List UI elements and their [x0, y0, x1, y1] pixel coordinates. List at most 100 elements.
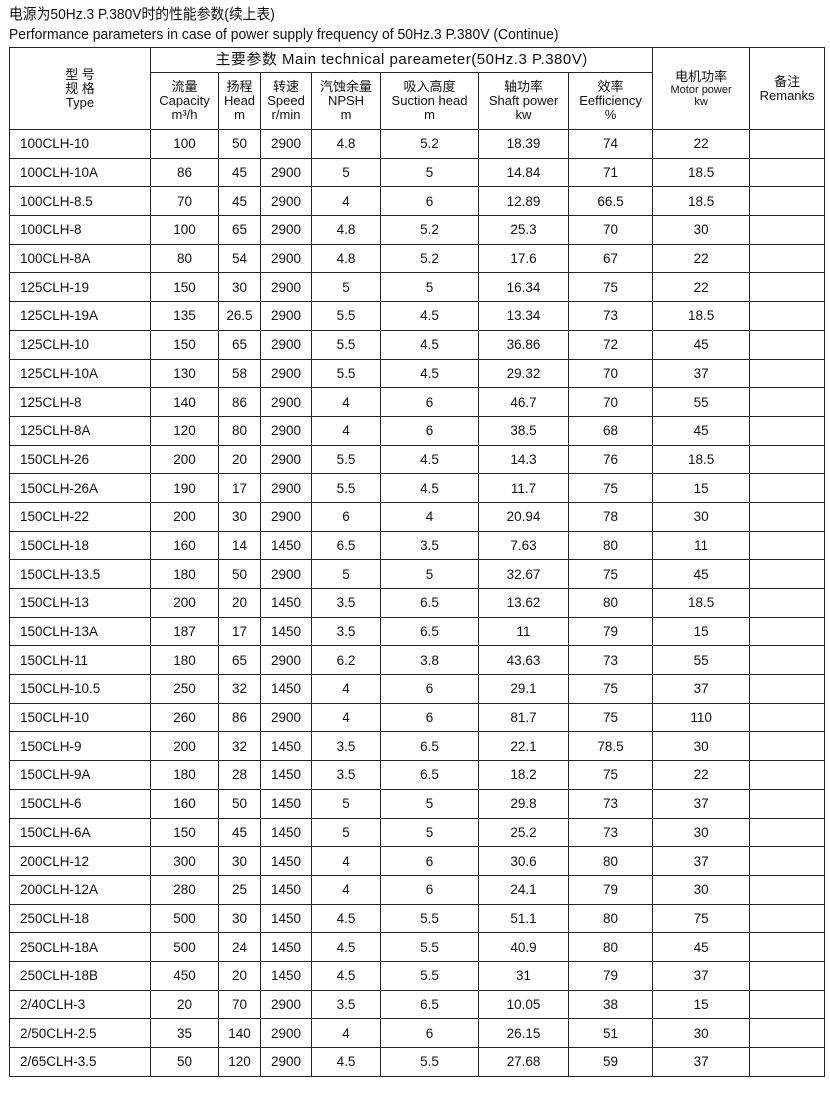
cell-npsh: 3.5 — [311, 760, 381, 790]
cell-remarks — [749, 932, 826, 962]
table-row: 125CLH-19 150 30 2900 5 5 16.34 75 22 — [9, 272, 826, 303]
cell-motor-power: 30 — [652, 817, 751, 848]
cell-speed: 2900 — [260, 329, 312, 360]
cell-efficiency: 67 — [567, 243, 654, 274]
cell-head: 45 — [218, 186, 261, 217]
cell-suction-head: 6 — [380, 702, 479, 733]
cell-shaft-power: 31 — [478, 960, 569, 991]
cell-motor-power: 15 — [652, 473, 751, 503]
cell-efficiency: 75 — [567, 674, 654, 704]
cell-efficiency: 80 — [567, 932, 654, 962]
cell-capacity: 180 — [150, 760, 219, 790]
cell-speed: 2900 — [260, 702, 312, 733]
cell-efficiency: 72 — [567, 329, 654, 360]
cell-remarks — [749, 559, 826, 589]
cell-speed: 2900 — [260, 358, 312, 389]
cell-suction-head: 3.8 — [380, 645, 479, 676]
cell-suction-head: 3.5 — [380, 530, 479, 561]
cell-efficiency: 71 — [567, 157, 654, 188]
cell-motor-power: 37 — [652, 674, 751, 704]
cell-npsh: 4.5 — [311, 932, 381, 962]
cell-type: 2/40CLH-3 — [9, 989, 151, 1020]
performance-table: 型 号 规 格 Type 主要参数 Main technical pareame… — [9, 47, 826, 1077]
cell-head: 24 — [218, 932, 261, 962]
cell-suction-head: 5.2 — [380, 243, 479, 274]
cell-remarks — [749, 760, 826, 790]
cell-efficiency: 38 — [567, 989, 654, 1020]
table-row: 150CLH-10 260 86 2900 4 6 81.7 75 110 — [9, 702, 826, 733]
table-row: 125CLH-19A 135 26.5 2900 5.5 4.5 13.34 73 18.5 — [9, 301, 826, 331]
cell-efficiency: 76 — [567, 444, 654, 475]
cell-npsh: 4.8 — [311, 129, 381, 159]
cell-remarks — [749, 817, 826, 848]
cell-npsh: 3.5 — [311, 616, 381, 647]
cell-suction-head: 5.5 — [380, 1047, 479, 1077]
cell-speed: 2900 — [260, 1047, 312, 1077]
cell-remarks — [749, 903, 826, 934]
cell-capacity: 180 — [150, 559, 219, 589]
cell-efficiency: 80 — [567, 588, 654, 618]
cell-type: 125CLH-10 — [9, 329, 151, 360]
cell-suction-head: 6.5 — [380, 616, 479, 647]
cell-efficiency: 70 — [567, 387, 654, 417]
cell-shaft-power: 22.1 — [478, 731, 569, 762]
title-chinese: 电源为50Hz.3 P.380V时的性能参数(续上表) — [9, 6, 275, 23]
cell-type: 150CLH-9 — [9, 731, 151, 762]
header-head: 扬程 Head m — [218, 72, 261, 130]
cell-shaft-power: 14.3 — [478, 444, 569, 475]
cell-capacity: 150 — [150, 272, 219, 303]
cell-motor-power: 45 — [652, 415, 751, 446]
table-row: 150CLH-22 200 30 2900 6 4 20.94 78 30 — [9, 501, 826, 532]
cell-suction-head: 5 — [380, 788, 479, 819]
cell-shaft-power: 51.1 — [478, 903, 569, 934]
cell-speed: 1450 — [260, 903, 312, 934]
table-row: 200CLH-12A 280 25 1450 4 6 24.1 79 30 — [9, 874, 826, 905]
cell-remarks — [749, 387, 826, 417]
cell-speed: 1450 — [260, 530, 312, 561]
cell-shaft-power: 18.2 — [478, 760, 569, 790]
cell-motor-power: 15 — [652, 989, 751, 1020]
cell-efficiency: 75 — [567, 272, 654, 303]
cell-capacity: 100 — [150, 129, 219, 159]
cell-efficiency: 74 — [567, 129, 654, 159]
cell-suction-head: 5.5 — [380, 960, 479, 991]
header-speed: 转速 Speed r/min — [260, 72, 312, 130]
cell-motor-power: 18.5 — [652, 588, 751, 618]
cell-type: 125CLH-10A — [9, 358, 151, 389]
table-row: 100CLH-10 100 50 2900 4.8 5.2 18.39 74 22 — [9, 129, 826, 159]
cell-motor-power: 18.5 — [652, 301, 751, 331]
cell-npsh: 4 — [311, 415, 381, 446]
cell-npsh: 4 — [311, 186, 381, 217]
cell-type: 100CLH-10 — [9, 129, 151, 159]
cell-suction-head: 5 — [380, 157, 479, 188]
cell-capacity: 187 — [150, 616, 219, 647]
cell-suction-head: 5 — [380, 817, 479, 848]
cell-npsh: 5 — [311, 788, 381, 819]
header-capacity: 流量 Capacity m³/h — [150, 72, 219, 130]
cell-npsh: 6.2 — [311, 645, 381, 676]
cell-capacity: 200 — [150, 588, 219, 618]
cell-capacity: 190 — [150, 473, 219, 503]
header-shaft-cn: 轴功率 — [503, 79, 543, 94]
cell-speed: 2900 — [260, 989, 312, 1020]
cell-efficiency: 51 — [567, 1018, 654, 1048]
cell-speed: 2900 — [260, 559, 312, 589]
cell-efficiency: 80 — [567, 903, 654, 934]
header-shaft-unit: kw — [515, 107, 532, 122]
header-capacity-en: Capacity — [159, 93, 210, 108]
cell-remarks — [749, 272, 826, 303]
cell-head: 80 — [218, 415, 261, 446]
cell-head: 26.5 — [218, 301, 261, 331]
cell-suction-head: 6 — [380, 674, 479, 704]
header-eff-en: Eefficiency — [579, 93, 642, 108]
cell-npsh: 6 — [311, 501, 381, 532]
cell-capacity: 100 — [150, 215, 219, 245]
header-motor-en: Motor power — [670, 83, 732, 96]
table-row: 200CLH-12 300 30 1450 4 6 30.6 80 37 — [9, 846, 826, 876]
cell-efficiency: 70 — [567, 215, 654, 245]
cell-motor-power: 18.5 — [652, 444, 751, 475]
cell-efficiency: 78.5 — [567, 731, 654, 762]
cell-speed: 2900 — [260, 473, 312, 503]
cell-efficiency: 75 — [567, 559, 654, 589]
title-english: Performance parameters in case of power … — [9, 26, 559, 43]
